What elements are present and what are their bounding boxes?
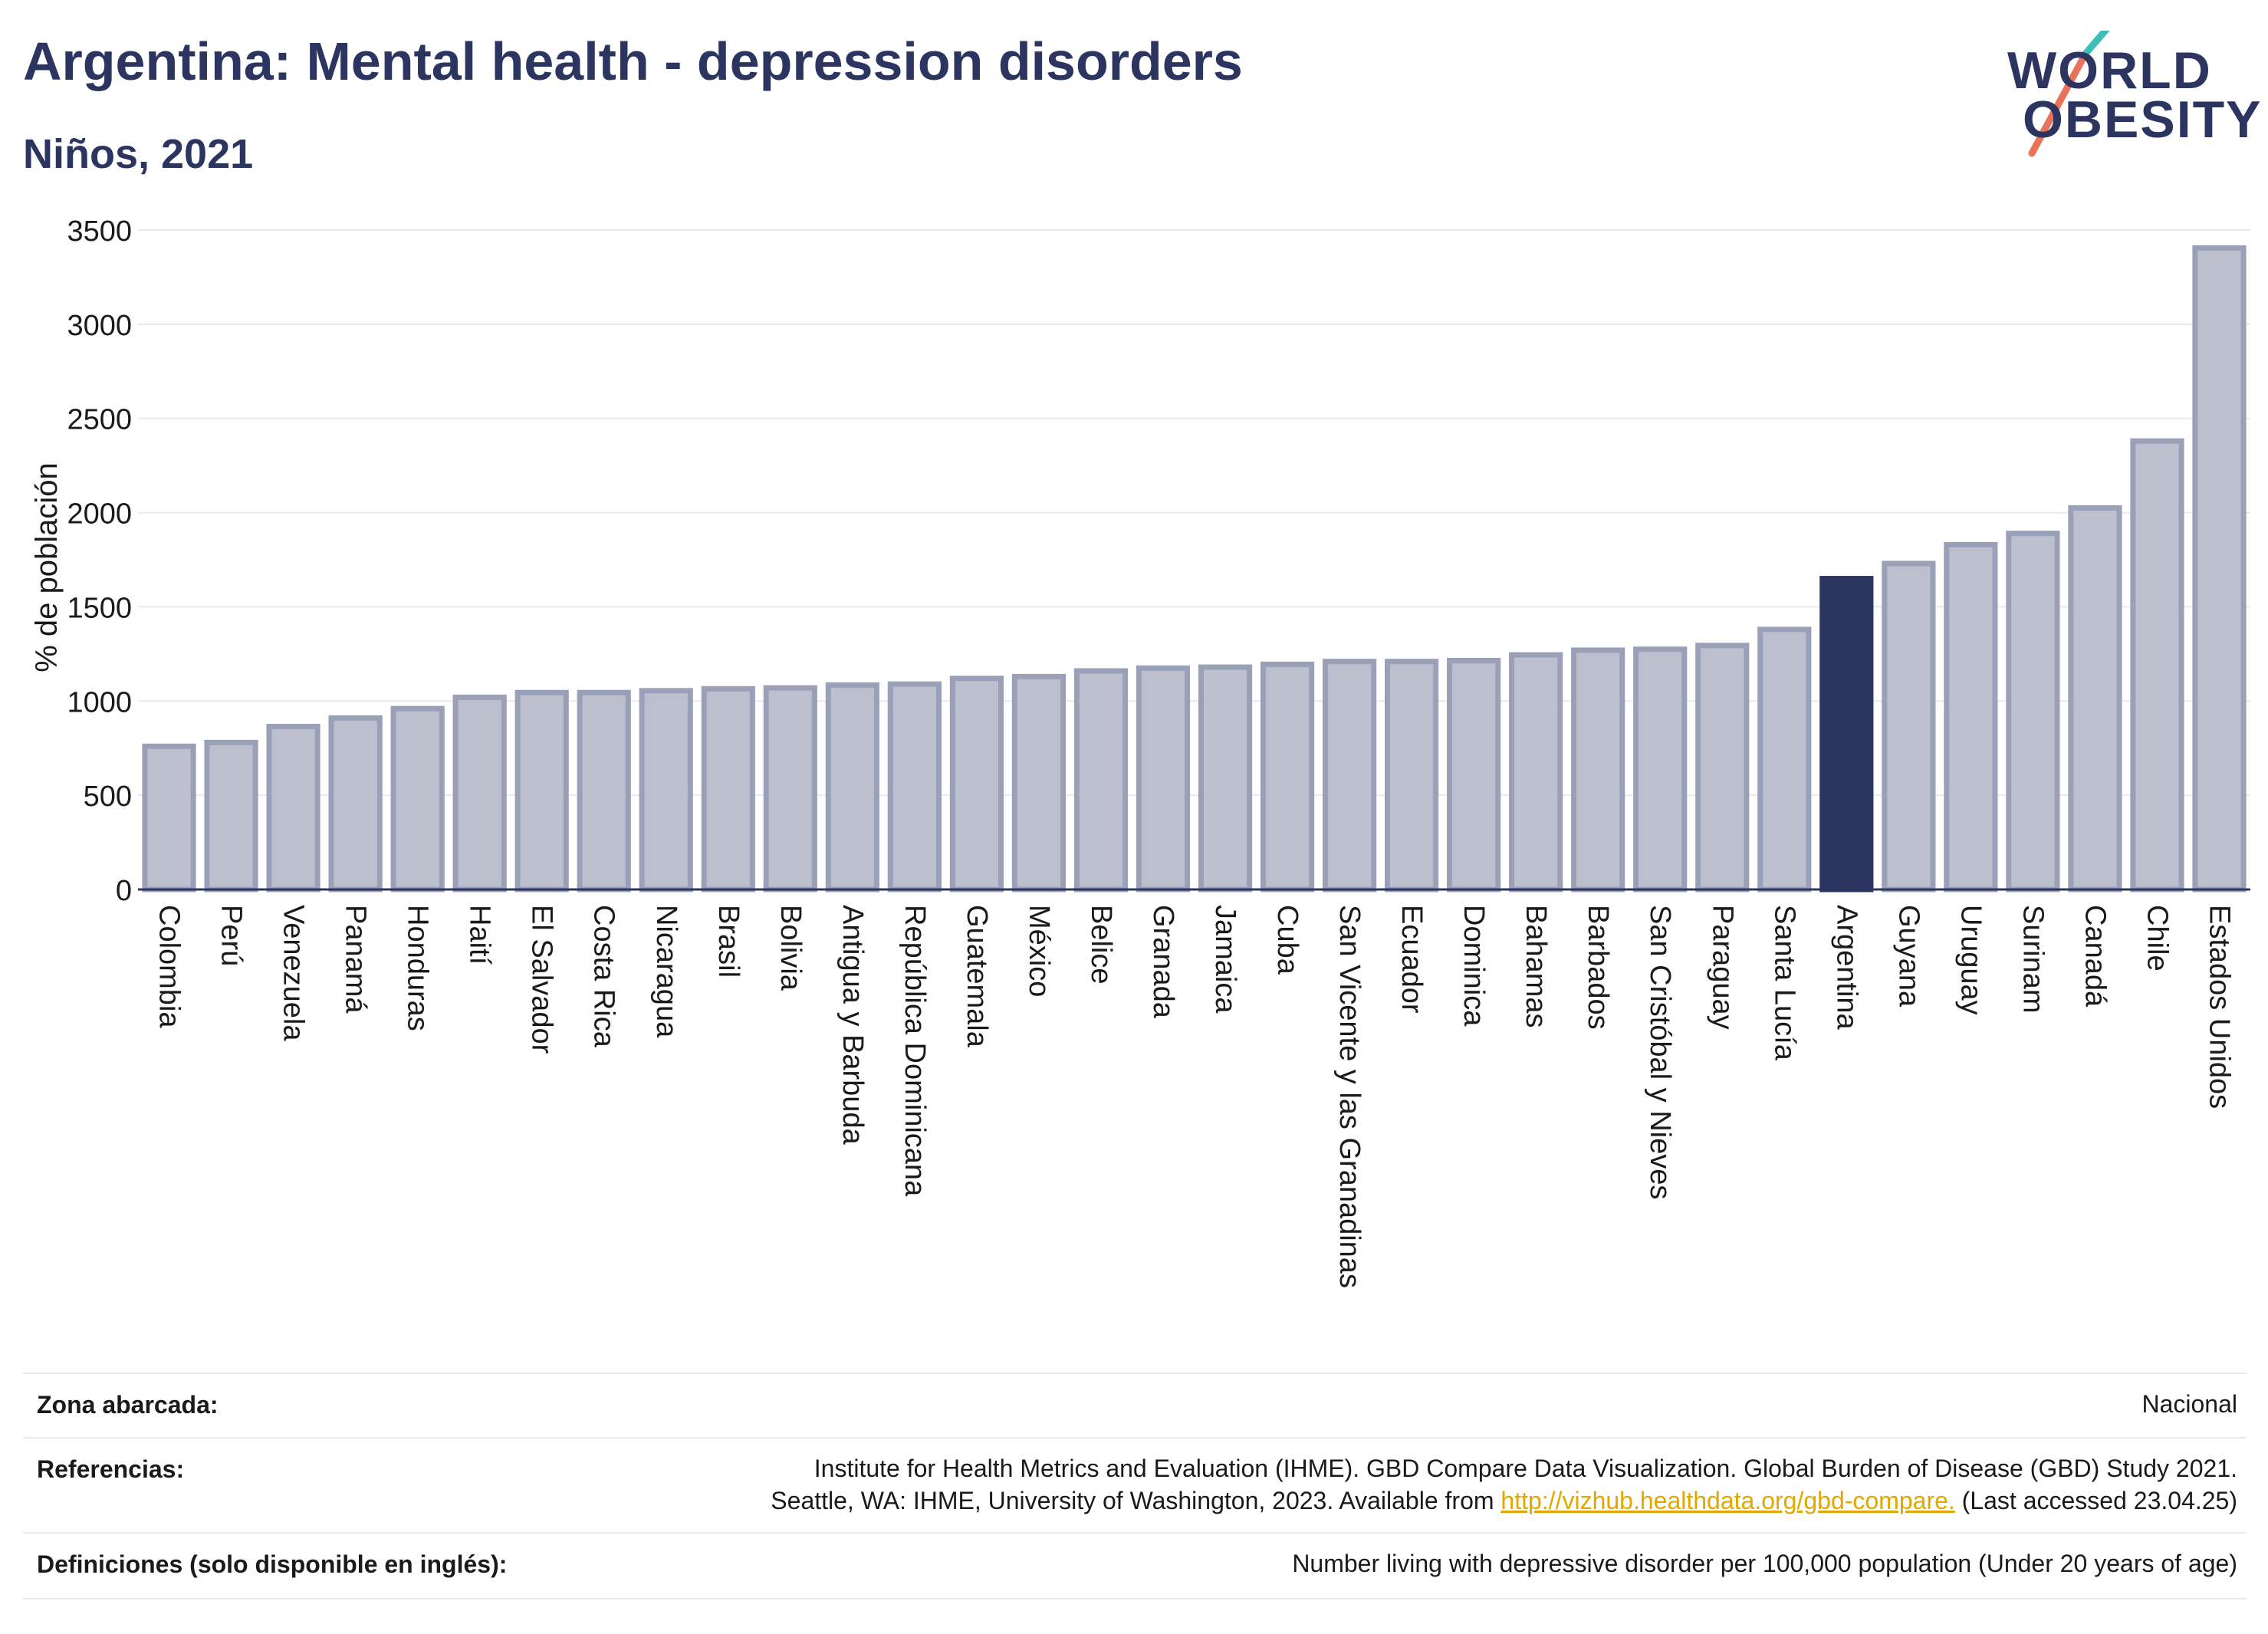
y-tick-label: 1000 (67, 686, 132, 718)
x-tick-label: Haití (464, 905, 496, 965)
x-tick-label: Cuba (1271, 905, 1303, 975)
x-tick-label: Nicaragua (650, 905, 682, 1038)
bar (1136, 665, 1191, 893)
y-axis-label: % de población (30, 462, 64, 672)
x-tick-label: Guyana (1892, 905, 1925, 1008)
references-line-2: Seattle, WA: IHME, University of Washing… (771, 1484, 2237, 1517)
bar (204, 739, 258, 893)
bar (887, 681, 942, 893)
y-tick-label: 2000 (67, 498, 132, 531)
x-tick-label: Colombia (153, 905, 186, 1028)
x-tick-label: San Vicente y las Granadinas (1333, 905, 1366, 1288)
bar (1447, 657, 1501, 893)
x-tick-label: Ecuador (1395, 905, 1428, 1014)
x-tick-label: San Cristóbal y Nieves (1644, 905, 1676, 1199)
bar (701, 685, 755, 893)
bar (825, 682, 879, 893)
bar (2130, 438, 2184, 893)
x-tick-label: Surinam (2017, 905, 2049, 1014)
x-tick-label: Costa Rica (588, 905, 620, 1048)
x-tick-label: Perú (215, 905, 248, 966)
bar (142, 743, 196, 893)
x-tick-label: Santa Lucía (1768, 905, 1800, 1061)
footer-row-references: Referencias: Institute for Health Metric… (23, 1437, 2247, 1534)
x-tick-label: Canadá (2079, 905, 2111, 1008)
footer-row-definitions: Definiciones (solo disponible en inglés)… (23, 1532, 2247, 1599)
x-tick-label: Antigua y Barbuda (837, 905, 869, 1146)
bar (2192, 245, 2247, 893)
bar (949, 676, 1004, 893)
bar (2006, 531, 2060, 893)
x-tick-label: Argentina (1830, 905, 1862, 1031)
x-tick-label: Brasil (712, 905, 744, 978)
bar (1011, 673, 1067, 893)
bar (1260, 661, 1315, 893)
definitions-label: Definiciones (solo disponible en inglés)… (37, 1550, 508, 1578)
zona-label: Zona abarcada: (37, 1391, 219, 1419)
x-tick-label: Paraguay (1706, 905, 1738, 1030)
bar (1944, 541, 1998, 893)
bar (1819, 576, 1874, 893)
references-line-1: Institute for Health Metrics and Evaluat… (814, 1455, 2237, 1482)
bar (1322, 659, 1377, 893)
logo-slash-icon (2028, 31, 2110, 157)
x-tick-label: Chile (2141, 905, 2173, 972)
y-tick-label: 3500 (67, 215, 132, 248)
bar (1695, 643, 1750, 893)
y-tick-label: 2500 (67, 404, 132, 436)
chart-subtitle: Niños, 2021 (23, 131, 254, 177)
logo-line-1: WORLD (2007, 41, 2212, 100)
x-tick-label: Uruguay (1954, 905, 1987, 1015)
bar (1882, 561, 1936, 893)
world-obesity-logo: WORLD OBESITY (2001, 31, 2261, 161)
references-value: Institute for Health Metrics and Evaluat… (771, 1452, 2237, 1517)
x-tick-label: Honduras (402, 905, 434, 1031)
x-tick-label: Venezuela (278, 905, 310, 1041)
x-tick-label: Panamá (340, 905, 372, 1014)
bar (1509, 652, 1563, 893)
references-label: Referencias: (37, 1455, 185, 1483)
x-tick-label: República Dominicana (899, 905, 931, 1197)
x-tick-label: Bahamas (1520, 905, 1552, 1028)
x-tick-label: Guatemala (961, 905, 993, 1048)
bar (1757, 626, 1812, 893)
x-tick-label: Granada (1147, 905, 1179, 1019)
bar (514, 689, 569, 893)
bar (1385, 659, 1439, 893)
x-tick-label: Bolivia (774, 905, 807, 991)
references-line-2-text: Seattle, WA: IHME, University of Washing… (771, 1487, 1501, 1514)
bar-chart: 0 500 1000 1500 2000 2500 3000 3500 % de poblaci… (30, 215, 2250, 1288)
chart-title: Argentina: Mental health - depression di… (23, 31, 1243, 91)
references-link[interactable]: http://vizhub.healthdata.org/gbd-compare… (1500, 1487, 1955, 1514)
x-tick-label: Barbados (1582, 905, 1614, 1030)
x-tick-label: Jamaica (1209, 905, 1241, 1014)
x-tick-label: El Salvador (526, 905, 558, 1054)
x-tick-label: Dominica (1458, 905, 1490, 1027)
bar (639, 688, 693, 893)
bar (2068, 505, 2122, 893)
zona-value: Nacional (2141, 1390, 2237, 1418)
bar (763, 685, 817, 893)
x-tick-label: Belice (1085, 905, 1117, 985)
y-tick-label: 3000 (67, 310, 132, 342)
references-accessed: (Last accessed 23.04.25) (1954, 1487, 2237, 1514)
bar (1571, 647, 1625, 893)
bar (577, 689, 631, 893)
y-tick-label: 0 (116, 875, 132, 907)
bar (1633, 646, 1688, 893)
y-tick-label: 1500 (67, 592, 132, 624)
y-tick-label: 500 (84, 781, 132, 813)
definitions-value: Number living with depressive disorder p… (1292, 1550, 2237, 1577)
bar (452, 694, 507, 893)
footer-row-zona: Zona abarcada: Nacional (23, 1373, 2247, 1438)
bar (1198, 664, 1253, 893)
bar (1073, 668, 1129, 893)
x-tick-label: México (1023, 905, 1055, 997)
bar (328, 715, 383, 893)
bar (266, 723, 320, 893)
bar (390, 705, 445, 893)
logo-line-2: OBESITY (2023, 90, 2263, 149)
x-tick-label: Estados Unidos (2203, 905, 2235, 1109)
